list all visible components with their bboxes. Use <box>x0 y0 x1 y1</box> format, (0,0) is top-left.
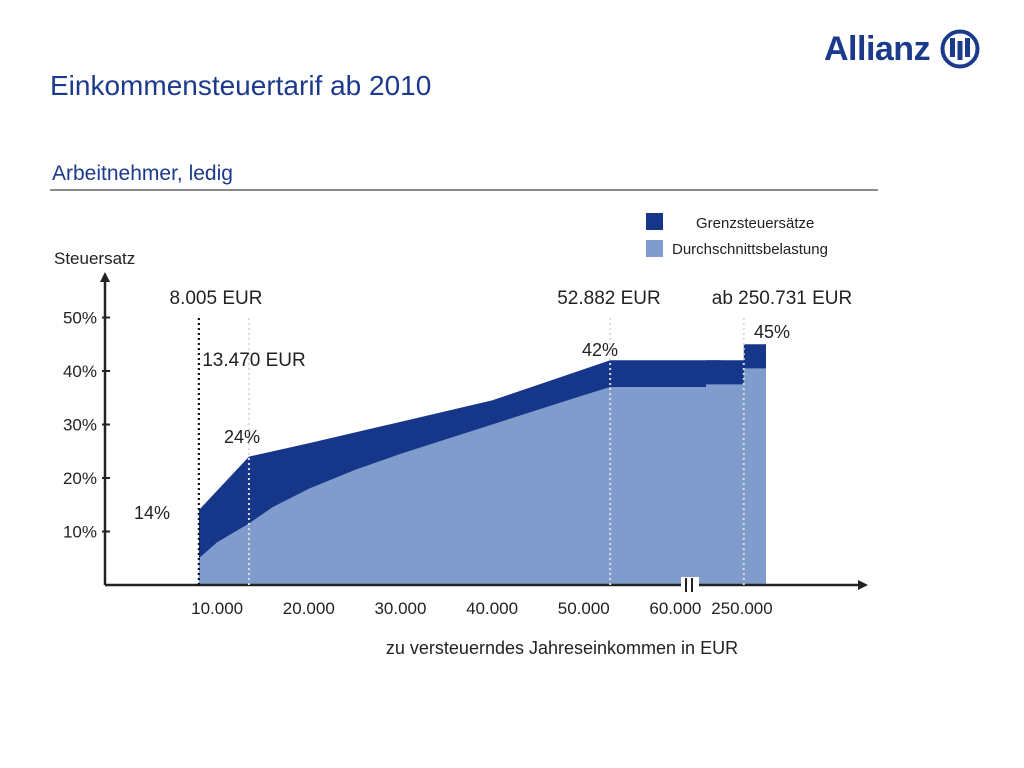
x-axis-arrow <box>858 580 868 590</box>
threshold-label-8005: 8.005 EUR <box>170 288 263 309</box>
average-area-segment-2 <box>706 368 766 585</box>
x-axis-title: zu versteuerndes Jahreseinkommen in EUR <box>386 638 738 658</box>
allianz-eagle-icon <box>940 29 980 69</box>
logo-wordmark: Allianz <box>824 29 931 68</box>
title-divider <box>50 189 878 191</box>
threshold-rate-8005: 14% <box>134 503 170 523</box>
page-title: Einkommensteuertarif ab 2010 <box>50 70 432 101</box>
x-tick-label-50000: 50.000 <box>558 599 610 618</box>
axis-break-gap <box>681 577 699 593</box>
threshold-rate-250731: 45% <box>754 322 790 342</box>
y-tick-label-50: 50% <box>63 309 97 328</box>
x-tick-label-40000: 40.000 <box>466 599 518 618</box>
x-tick-label-10000: 10.000 <box>191 599 243 618</box>
y-tick-label-30: 30% <box>63 416 97 435</box>
average-area-segment-1 <box>198 387 722 585</box>
legend-label-average: Durchschnittsbelastung <box>672 241 828 258</box>
y-tick-label-40: 40% <box>63 362 97 381</box>
x-tick-label-30000: 30.000 <box>374 599 426 618</box>
x-tick-label-60000: 60.000 <box>649 599 701 618</box>
legend-swatch-marginal <box>646 213 663 230</box>
threshold-label-250731: ab 250.731 EUR <box>712 288 853 309</box>
chart-subtitle: Arbeitnehmer, ledig <box>52 162 233 185</box>
legend-label-marginal: Grenzsteuersätze <box>696 215 814 232</box>
legend-swatch-average <box>646 240 663 257</box>
y-axis-arrow <box>100 272 110 282</box>
y-tick-label-20: 20% <box>63 469 97 488</box>
threshold-rate-52882: 42% <box>582 340 618 360</box>
y-axis-title: Steuersatz <box>54 249 135 268</box>
threshold-label-13470: 13.470 EUR <box>202 350 306 371</box>
threshold-label-52882: 52.882 EUR <box>557 288 661 309</box>
x-tick-label-250000: 250.000 <box>711 599 772 618</box>
threshold-rate-13470: 24% <box>224 427 260 447</box>
y-tick-label-10: 10% <box>63 523 97 542</box>
x-tick-label-20000: 20.000 <box>283 599 335 618</box>
allianz-logo: Allianz <box>824 28 980 70</box>
